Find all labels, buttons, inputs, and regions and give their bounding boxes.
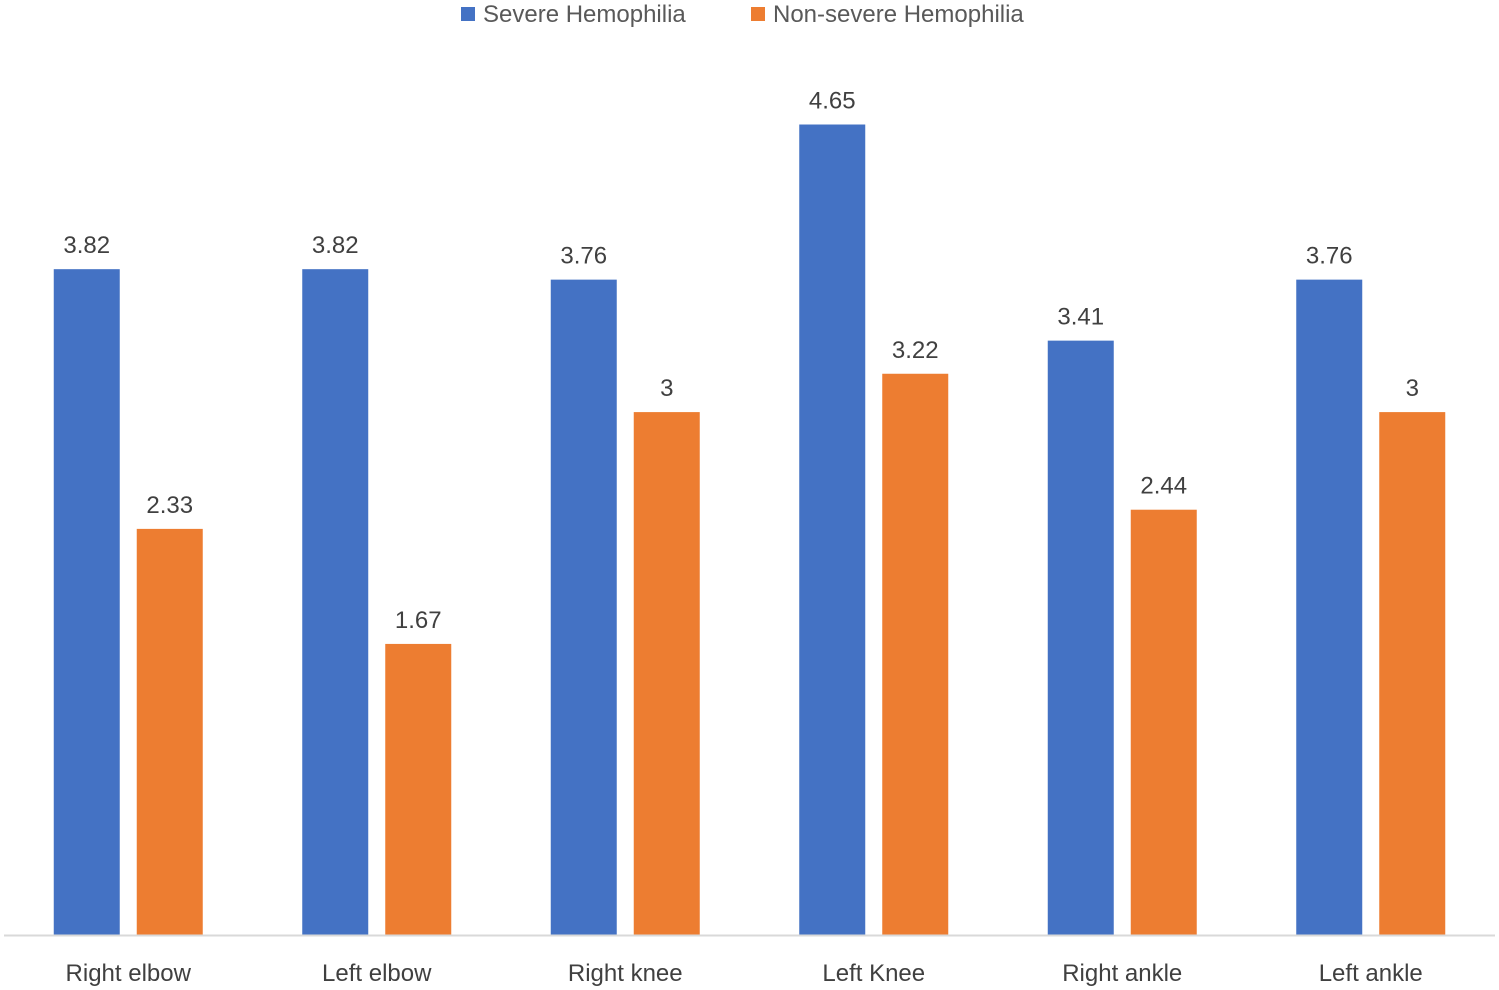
legend-swatch-non-severe-hemophilia [751,7,765,21]
data-label-non-severe-hemophilia-left-elbow: 1.67 [395,607,442,634]
data-label-severe-hemophilia-left-ankle: 3.76 [1306,243,1353,270]
bar-severe-hemophilia-left-knee [799,124,866,935]
bar-severe-hemophilia-right-ankle [1047,340,1114,936]
data-label-severe-hemophilia-right-ankle: 3.41 [1057,304,1104,331]
data-label-severe-hemophilia-right-knee: 3.76 [560,243,607,270]
bar-non-severe-hemophilia-right-elbow [136,528,203,935]
x-tick-label-right-knee: Right knee [568,960,683,987]
data-label-non-severe-hemophilia-right-knee: 3 [660,375,673,402]
x-tick-label-left-knee: Left Knee [822,960,925,987]
legend-label-severe-hemophilia: Severe Hemophilia [483,1,686,28]
bar-non-severe-hemophilia-left-elbow [385,643,452,935]
x-tick-label-left-elbow: Left elbow [322,960,432,987]
data-label-non-severe-hemophilia-left-knee: 3.22 [892,337,939,364]
bar-severe-hemophilia-right-knee [550,279,617,936]
x-axis: Right elbow Left elbow Right knee Left Knee… [4,934,1495,987]
bar-non-severe-hemophilia-right-knee [633,412,700,936]
legend-label-non-severe-hemophilia: Non-severe Hemophilia [773,1,1024,28]
bar-severe-hemophilia-left-elbow [302,269,369,935]
data-label-non-severe-hemophilia-left-ankle: 3 [1406,375,1419,402]
bar-non-severe-hemophilia-right-ankle [1130,509,1197,935]
legend-swatch-severe-hemophilia [461,7,475,21]
data-labels-group: 3.82 2.33 3.82 1.67 3.76 3 4.65 3.22 3.41 2.44 3.7… [63,88,1419,634]
bar-severe-hemophilia-left-ankle [1296,279,1363,936]
bar-non-severe-hemophilia-left-knee [882,373,949,935]
data-label-non-severe-hemophilia-right-ankle: 2.44 [1140,473,1187,500]
x-tick-label-right-ankle: Right ankle [1062,960,1182,987]
bar-severe-hemophilia-right-elbow [53,269,120,935]
data-label-severe-hemophilia-left-elbow: 3.82 [312,232,359,259]
data-label-severe-hemophilia-right-elbow: 3.82 [63,232,110,259]
data-label-non-severe-hemophilia-right-elbow: 2.33 [146,492,193,519]
x-tick-label-left-ankle: Left ankle [1319,960,1423,987]
data-label-severe-hemophilia-left-knee: 4.65 [809,88,856,115]
legend: Severe Hemophilia Non-severe Hemophilia [461,1,1024,28]
bar-non-severe-hemophilia-left-ankle [1379,412,1446,936]
x-tick-label-right-elbow: Right elbow [66,960,192,987]
bars-group [53,124,1446,936]
